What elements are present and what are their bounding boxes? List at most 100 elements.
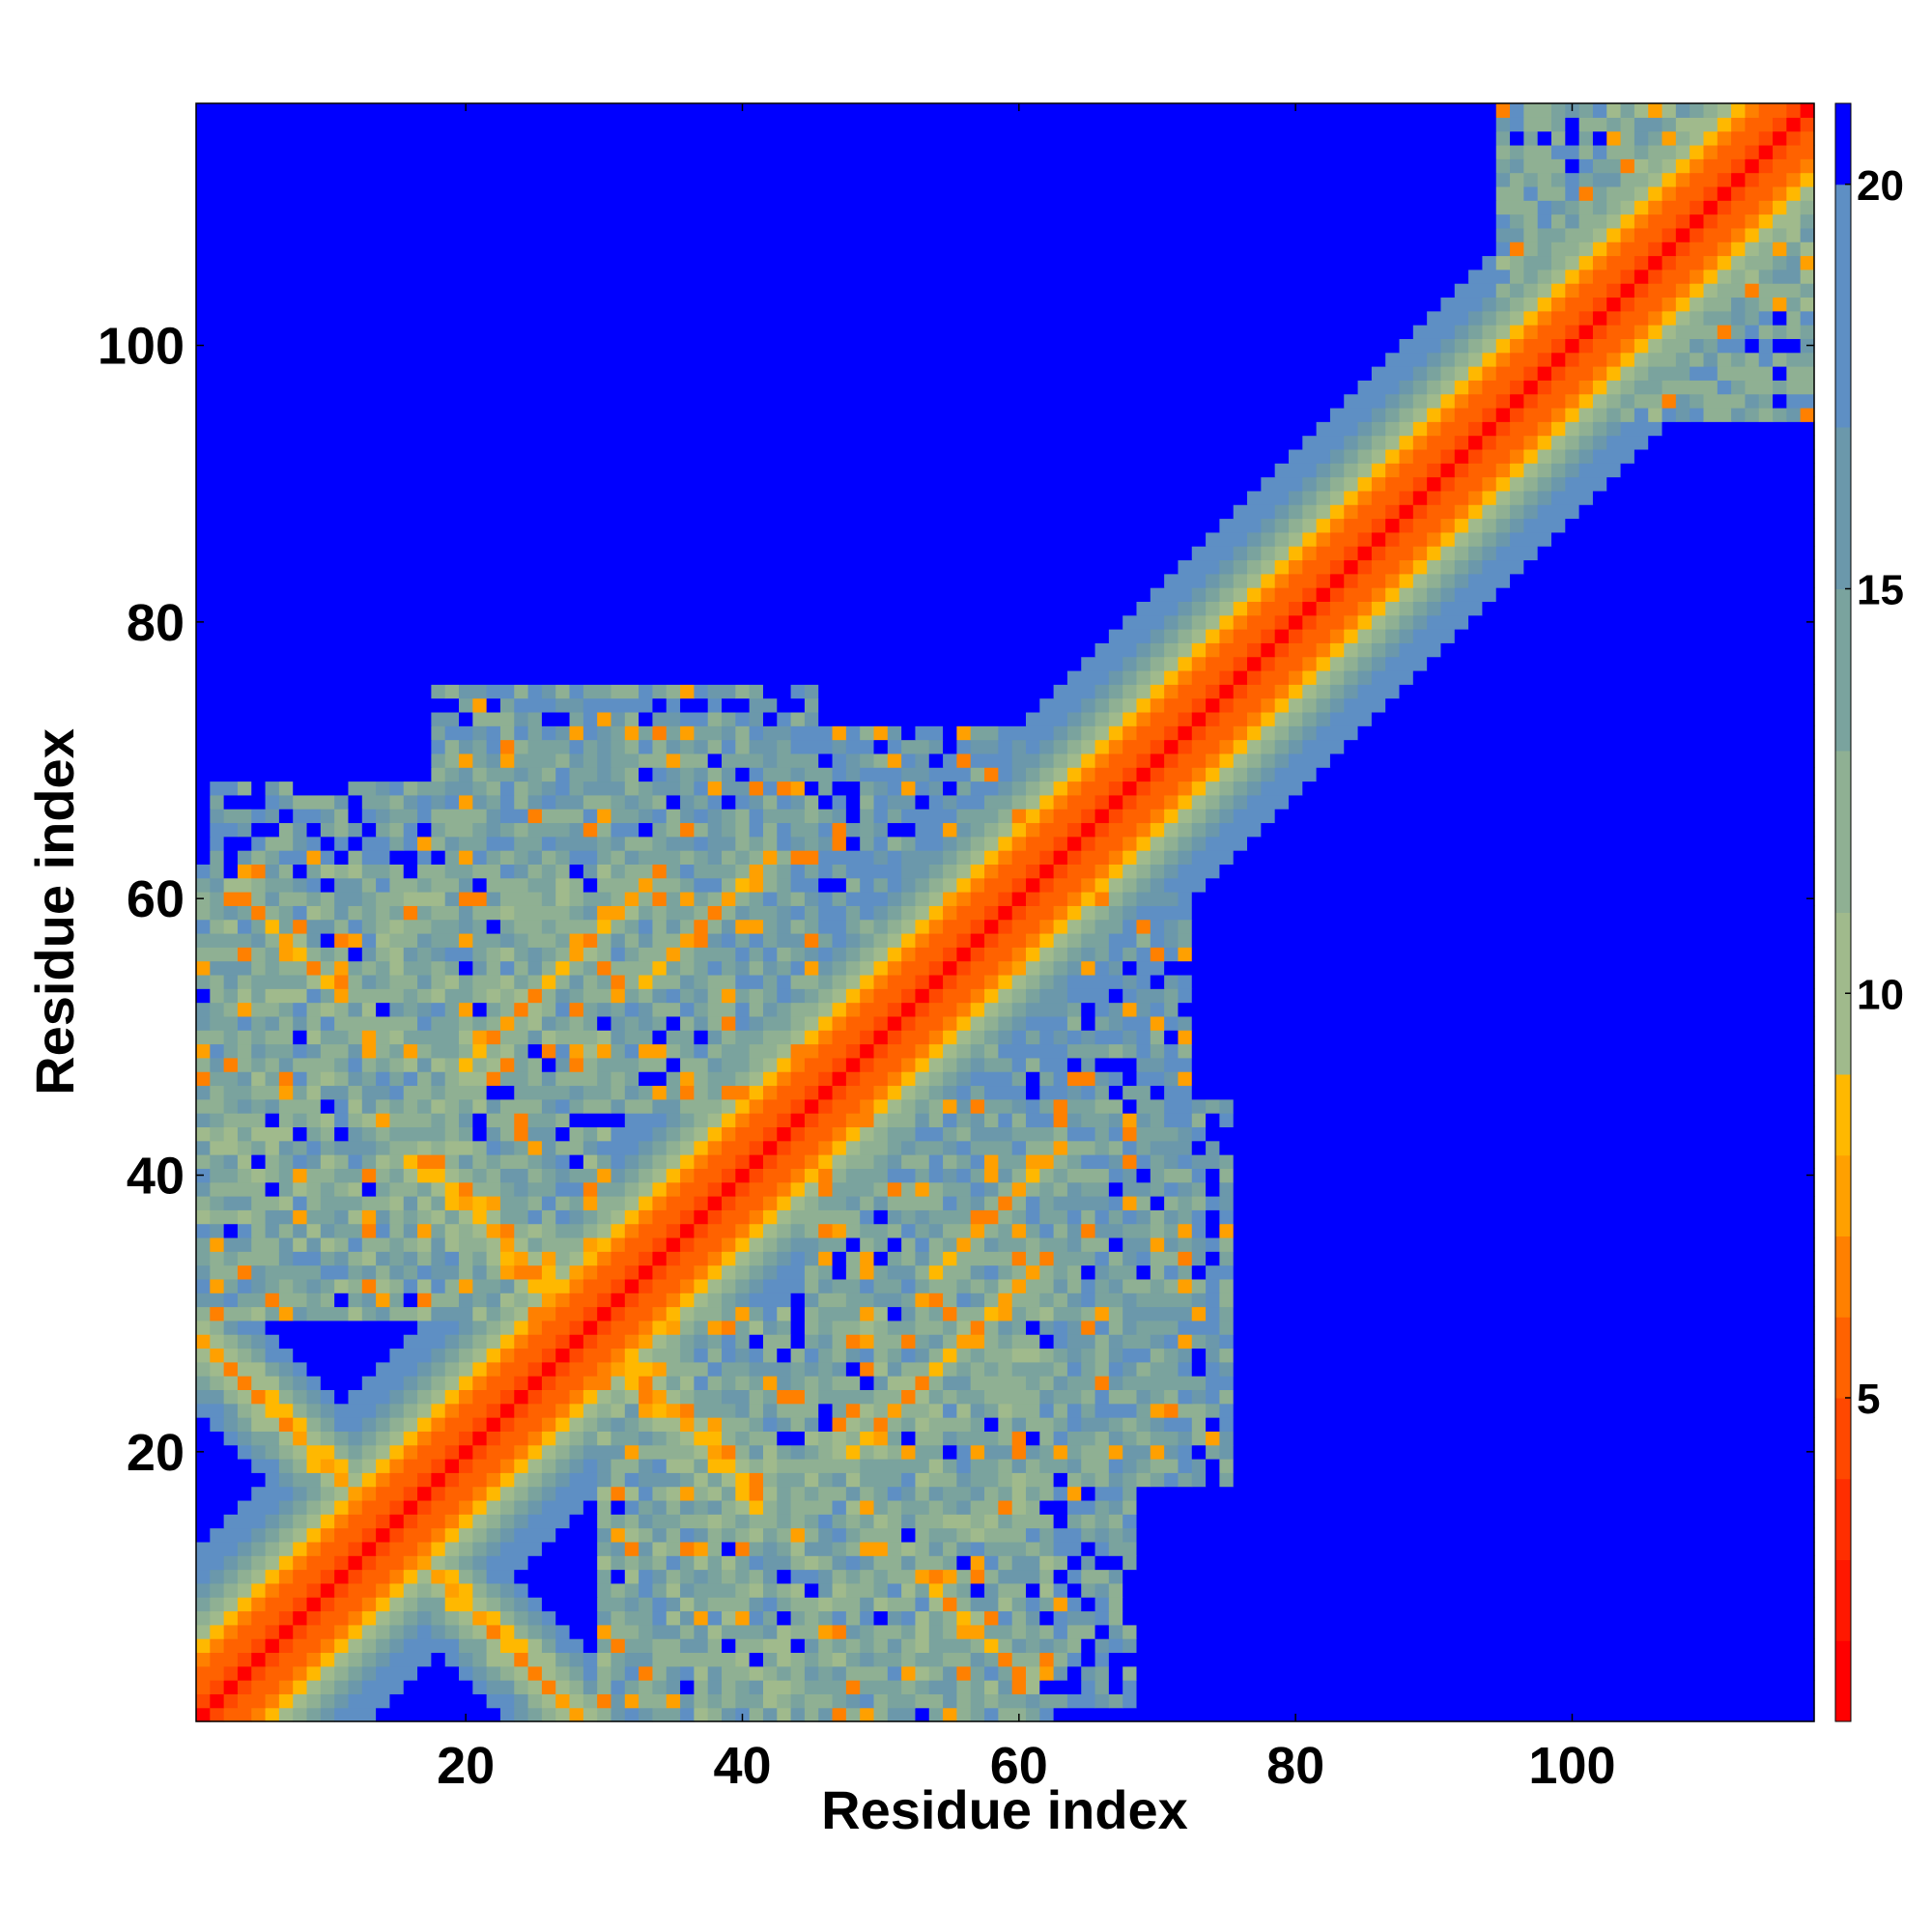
heatmap-cell: [499, 892, 543, 906]
heatmap-cell: [845, 1264, 861, 1280]
heatmap-cell: [403, 794, 418, 810]
heatmap-cell: [928, 1458, 944, 1473]
heatmap-cell: [1066, 1085, 1082, 1100]
heatmap-cell: [459, 960, 473, 976]
heatmap-cell: [1800, 310, 1815, 326]
heatmap-cell: [1081, 1638, 1096, 1654]
heatmap-cell: [943, 822, 957, 838]
heatmap-cell: [1523, 310, 1539, 326]
heatmap-cell: [749, 1223, 764, 1238]
heatmap-cell: [293, 836, 308, 851]
heatmap-cell: [569, 1348, 584, 1363]
heatmap-cell: [348, 1431, 363, 1446]
heatmap-cell: [265, 1057, 280, 1072]
heatmap-cell: [928, 753, 944, 768]
heatmap-cell: [1011, 905, 1027, 921]
heatmap-cell: [970, 1140, 1013, 1155]
heatmap-cell: [928, 1334, 944, 1350]
heatmap-cell: [1565, 518, 1815, 533]
heatmap-cell: [611, 725, 626, 741]
heatmap-cell: [611, 711, 626, 726]
heatmap-cell: [1233, 850, 1815, 865]
heatmap-cell: [694, 1431, 723, 1446]
heatmap-cell: [1191, 1431, 1207, 1446]
heatmap-cell: [376, 1251, 391, 1266]
heatmap-cell: [1039, 822, 1068, 838]
heatmap-cell: [790, 1334, 806, 1350]
heatmap-cell: [389, 1154, 405, 1169]
heatmap-cell: [707, 1348, 723, 1363]
heatmap-cell: [970, 1527, 985, 1543]
heatmap-cell: [1468, 518, 1484, 533]
heatmap-cell: [1053, 1030, 1068, 1045]
heatmap-cell: [707, 684, 736, 699]
heatmap-cell: [845, 1444, 861, 1460]
heatmap-cell: [624, 1610, 654, 1626]
heatmap-cell: [431, 1236, 446, 1252]
heatmap-cell: [555, 1361, 571, 1377]
heatmap-cell: [541, 1002, 556, 1017]
heatmap-cell: [1427, 421, 1442, 437]
heatmap-cell: [1662, 310, 1677, 326]
heatmap-cell: [237, 1154, 252, 1169]
heatmap-cell: [818, 1527, 834, 1543]
heatmap-cell: [1066, 1057, 1082, 1072]
heatmap-cell: [956, 1348, 972, 1363]
heatmap-cell: [196, 739, 432, 754]
heatmap-cell: [1150, 1403, 1165, 1418]
heatmap-cell: [694, 1320, 709, 1335]
heatmap-cell: [901, 1403, 930, 1418]
heatmap-cell: [486, 781, 501, 796]
heatmap-cell: [1164, 684, 1179, 699]
heatmap-cell: [915, 1376, 930, 1391]
heatmap-cell: [527, 1057, 543, 1072]
heatmap-cell: [915, 1389, 930, 1405]
heatmap-cell: [293, 1610, 308, 1626]
heatmap-cell: [320, 1403, 335, 1418]
heatmap-cell: [1178, 1030, 1193, 1045]
heatmap-cell: [1108, 988, 1123, 1004]
heatmap-cell: [1523, 269, 1539, 284]
heatmap-cell: [722, 1113, 736, 1128]
heatmap-cell: [403, 1293, 418, 1308]
heatmap-cell: [832, 1140, 847, 1155]
heatmap-cell: [804, 1541, 834, 1556]
heatmap-cell: [984, 1015, 999, 1031]
heatmap-cell: [928, 905, 944, 921]
heatmap-cell: [666, 1458, 695, 1473]
heatmap-cell: [251, 1085, 280, 1100]
heatmap-cell: [1025, 1209, 1040, 1225]
heatmap-cell: [320, 1376, 363, 1391]
heatmap-cell: [403, 1278, 418, 1293]
heatmap-cell: [1606, 393, 1622, 409]
heatmap-cell: [376, 1126, 391, 1142]
heatmap-cell: [956, 1555, 972, 1571]
heatmap-cell: [818, 1251, 834, 1266]
heatmap-cell: [334, 1251, 350, 1266]
heatmap-cell: [237, 919, 252, 934]
heatmap-cell: [582, 905, 598, 921]
heatmap-cell: [998, 1361, 1013, 1377]
heatmap-cell: [265, 1693, 280, 1709]
heatmap-cell: [389, 1181, 418, 1197]
heatmap-cell: [472, 1652, 488, 1667]
heatmap-cell: [196, 614, 1123, 630]
heatmap-cell: [361, 1264, 377, 1280]
heatmap-cell: [1122, 1499, 1138, 1515]
heatmap-cell: [1066, 1236, 1082, 1252]
heatmap-cell: [1011, 1624, 1027, 1639]
heatmap-cell: [901, 1030, 930, 1045]
heatmap-cell: [265, 892, 280, 906]
heatmap-cell: [832, 1085, 847, 1100]
heatmap-cell: [707, 974, 736, 989]
heatmap-cell: [984, 1181, 999, 1197]
heatmap-cell: [320, 1693, 335, 1709]
heatmap-cell: [1565, 435, 1580, 450]
heatmap-cell: [735, 1071, 751, 1087]
heatmap-cell: [293, 1085, 308, 1100]
heatmap-cell: [1094, 1293, 1123, 1308]
heatmap-cell: [998, 781, 1013, 796]
heatmap-cell: [306, 877, 322, 893]
heatmap-cell: [928, 1376, 944, 1391]
heatmap-cell: [901, 1680, 917, 1694]
